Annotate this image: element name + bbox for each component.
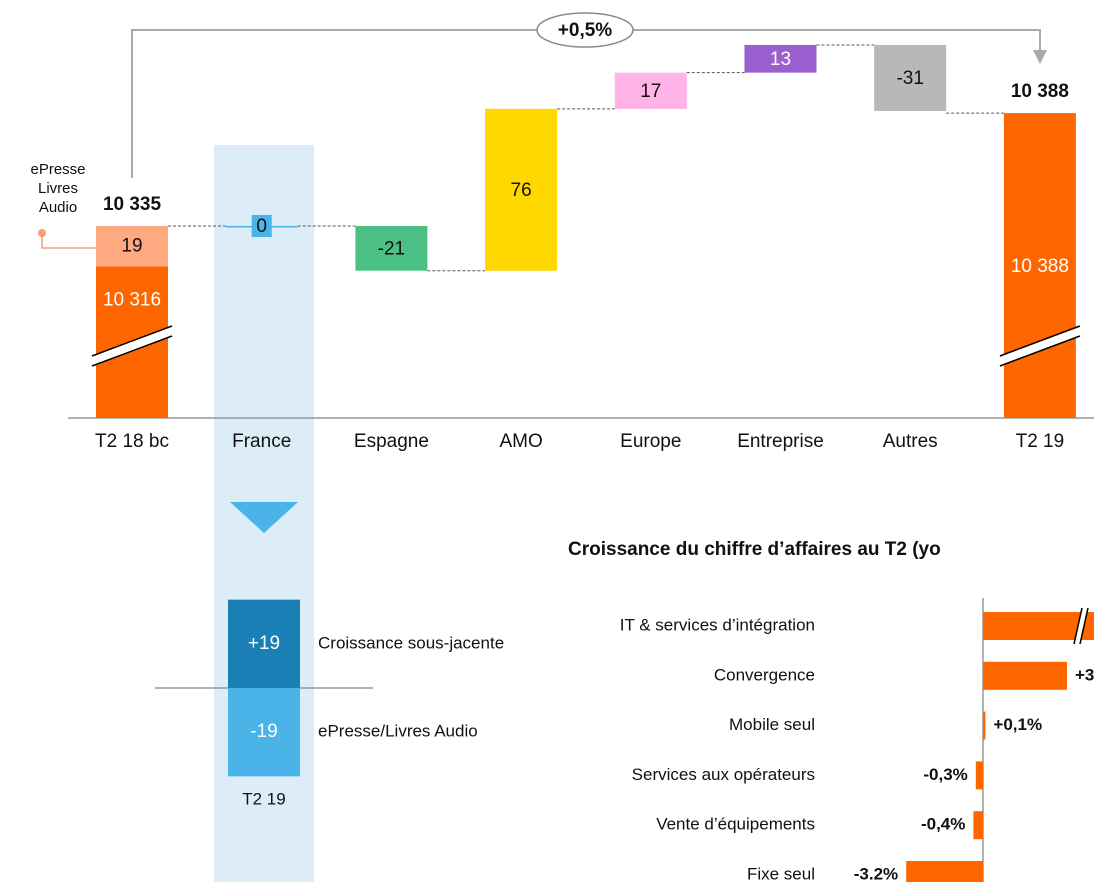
bar <box>485 108 558 271</box>
note-dot <box>38 229 46 237</box>
break-line <box>1073 607 1083 645</box>
note-line <box>41 233 97 249</box>
break-line <box>91 325 173 357</box>
break-line <box>999 335 1081 367</box>
x-tick-label: T2 18 bc <box>95 431 169 452</box>
category-label: Mobile seul <box>729 715 815 734</box>
down-arrow <box>230 502 298 533</box>
bar-label: 0 <box>256 216 267 237</box>
note-text: ePresse <box>30 161 85 178</box>
label-box <box>251 215 272 237</box>
x-tick-label: France <box>232 431 291 452</box>
breakdown-name: ePresse/Livres Audio <box>318 722 478 741</box>
value-label: -3.2% <box>854 864 898 882</box>
bar <box>874 44 947 111</box>
bar <box>975 761 983 790</box>
x-tick-label: Entreprise <box>737 431 824 452</box>
total-label: 10 388 <box>1011 81 1069 102</box>
bar-label: -31 <box>896 68 923 89</box>
axis-break <box>999 326 1080 366</box>
axis-break <box>92 326 172 366</box>
value-label: +0,1% <box>993 715 1042 734</box>
bar-title: Croissance du chiffre d’affaires au T2 (… <box>568 539 941 560</box>
growth-bubble <box>536 12 634 48</box>
value-label: -0,3% <box>923 765 967 784</box>
category-label: Convergence <box>714 665 815 684</box>
breakdown-bar <box>228 599 300 688</box>
breakdown-label: -19 <box>250 721 277 742</box>
category-label: IT & services d’intégration <box>620 615 815 634</box>
bar-label: 13 <box>770 49 791 70</box>
segment-label: 19 <box>121 235 142 256</box>
breakdown-name: Croissance sous-jacente <box>318 633 504 652</box>
bar-label: 76 <box>511 180 532 201</box>
value-label: +3 <box>1075 665 1094 684</box>
total-label: 10 335 <box>103 194 162 215</box>
bar-label: 17 <box>640 81 661 102</box>
bar-label: -21 <box>378 238 405 259</box>
value-label: -0,4% <box>921 815 965 834</box>
bar <box>973 811 983 840</box>
bar <box>355 226 428 271</box>
bar <box>614 72 687 109</box>
bar <box>744 44 817 73</box>
x-tick-label: Autres <box>883 431 938 452</box>
category-label: Services aux opérateurs <box>632 765 815 784</box>
bar <box>983 661 1067 690</box>
arrow-head <box>1033 50 1047 64</box>
inner-total-label: 10 388 <box>1011 256 1069 277</box>
breakdown-title: T2 19 <box>242 789 285 808</box>
growth-label: +0,5% <box>558 20 613 41</box>
break-line <box>91 335 173 367</box>
segment-label: 10 316 <box>103 289 161 310</box>
x-tick-label: Espagne <box>354 431 429 452</box>
x-tick-label: T2 19 <box>1016 431 1065 452</box>
axis-break <box>1074 608 1088 644</box>
note-text: Audio <box>39 199 77 216</box>
bar <box>906 861 983 882</box>
note-text: Livres <box>38 180 78 197</box>
break-line <box>999 325 1081 357</box>
break-line <box>1079 607 1089 645</box>
bar-segment <box>96 226 168 267</box>
breakdown-bar <box>228 688 300 777</box>
breakdown-label: +19 <box>248 633 280 654</box>
category-label: Vente d’équipements <box>656 815 815 834</box>
total-bar <box>1003 113 1076 419</box>
category-label: Fixe seul <box>747 864 815 882</box>
x-tick-label: Europe <box>620 431 681 452</box>
bar <box>983 711 986 740</box>
x-tick-label: AMO <box>499 431 542 452</box>
